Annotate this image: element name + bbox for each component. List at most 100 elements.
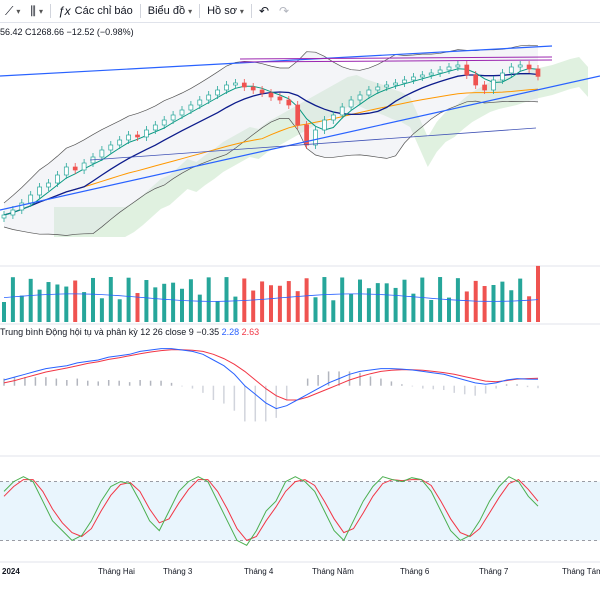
stoch-band bbox=[0, 481, 600, 541]
candle-body bbox=[384, 84, 390, 88]
toolbar-divider bbox=[250, 4, 252, 18]
volume-bar bbox=[393, 287, 398, 322]
candle-body bbox=[402, 79, 407, 84]
volume-bar bbox=[322, 277, 327, 322]
volume-bar bbox=[135, 293, 140, 322]
volume-bar bbox=[464, 291, 469, 322]
volume-bar bbox=[358, 279, 362, 322]
volume-bar bbox=[340, 277, 345, 322]
volume-bar bbox=[144, 280, 149, 322]
volume-bar bbox=[162, 283, 167, 322]
volume-bar bbox=[91, 277, 95, 322]
profile-menu-button[interactable]: Hồ sơ ▾ bbox=[202, 0, 249, 22]
macd-legend: Trung bình Động hội tụ và phân kỳ 12 26 … bbox=[0, 327, 259, 337]
candle-body bbox=[46, 182, 51, 188]
lower-trendline bbox=[0, 75, 600, 211]
volume-bar bbox=[536, 265, 540, 322]
undo-button[interactable]: ↶ bbox=[254, 0, 274, 22]
toolbar: ⟋ ▾ ⫼ ▾ ƒx Các chỉ báo Biểu đồ ▾ Hồ sơ ▾… bbox=[0, 0, 600, 23]
volume-bar bbox=[251, 290, 256, 322]
candle-body bbox=[526, 64, 532, 70]
bollinger-lower bbox=[3, 100, 539, 236]
x-tick-label: Tháng 4 bbox=[244, 567, 274, 576]
volume-bar bbox=[10, 277, 15, 322]
chevron-down-icon: ▾ bbox=[16, 6, 21, 16]
candle-body bbox=[63, 166, 69, 176]
candle-body bbox=[437, 69, 443, 74]
volume-bar bbox=[99, 298, 104, 322]
candle-body bbox=[72, 166, 78, 171]
upper-trendline bbox=[0, 45, 553, 77]
candle-body bbox=[259, 89, 265, 94]
ichimoku-cloud bbox=[54, 57, 588, 237]
volume-average bbox=[3, 293, 539, 302]
candle-body bbox=[322, 119, 327, 131]
candle-body bbox=[375, 86, 381, 91]
candle-body bbox=[455, 64, 461, 68]
chart-type-button[interactable]: ⟋ ▾ bbox=[0, 0, 25, 22]
volume-bar bbox=[171, 282, 176, 322]
volume-bar bbox=[180, 288, 184, 322]
volume-bar bbox=[349, 293, 354, 322]
x-tick-label: 2024 bbox=[2, 567, 20, 576]
x-tick-label: Tháng Hai bbox=[98, 567, 135, 576]
candle-body bbox=[348, 99, 354, 108]
candle-body bbox=[81, 162, 87, 171]
candle-body bbox=[215, 89, 220, 96]
volume-bar bbox=[73, 280, 78, 322]
volume-bar bbox=[411, 293, 416, 322]
volume-bar bbox=[108, 277, 113, 322]
candle-type-button[interactable]: ⫼ ▾ bbox=[25, 0, 48, 22]
volume-bar bbox=[482, 286, 487, 322]
x-tick-label: Tháng 7 bbox=[479, 567, 509, 576]
redo-button[interactable]: ↷ bbox=[274, 0, 294, 22]
candle-body bbox=[55, 174, 60, 184]
macd-signal-value: 2.63 bbox=[241, 327, 260, 337]
volume-bar bbox=[117, 299, 122, 322]
macd-line-value: 2.28 bbox=[221, 327, 240, 337]
volume-bar bbox=[260, 281, 265, 322]
volume-bar bbox=[438, 277, 443, 322]
candle-body bbox=[241, 82, 247, 88]
candle-body bbox=[126, 134, 131, 141]
stoch-k-line bbox=[3, 476, 539, 546]
candle-body bbox=[535, 68, 541, 77]
candle-body bbox=[99, 149, 105, 158]
function-icon: ƒx bbox=[57, 4, 71, 18]
candle-body bbox=[464, 64, 470, 76]
chart-menu-label: Biểu đồ bbox=[147, 5, 186, 17]
indicators-button[interactable]: ƒx Các chỉ báo bbox=[53, 0, 138, 22]
candle-body bbox=[313, 129, 318, 146]
volume-bar bbox=[304, 278, 309, 322]
x-tick-label: Tháng 6 bbox=[400, 567, 430, 576]
candle-body bbox=[10, 209, 16, 216]
chevron-down-icon: ▾ bbox=[239, 6, 244, 16]
candle-body bbox=[37, 186, 42, 196]
volume-bar bbox=[269, 285, 273, 322]
volume-bar bbox=[527, 296, 532, 322]
line-chart-icon: ⟋ bbox=[5, 4, 14, 18]
volume-bar bbox=[491, 284, 496, 322]
chart-menu-button[interactable]: Biểu đồ ▾ bbox=[143, 0, 197, 22]
candle-body bbox=[224, 84, 229, 91]
candle-body bbox=[108, 144, 114, 151]
bollinger-fill bbox=[4, 45, 538, 236]
toolbar-divider bbox=[49, 4, 51, 18]
candle-body bbox=[28, 194, 34, 204]
volume-bar bbox=[233, 296, 238, 322]
undo-icon: ↶ bbox=[258, 4, 269, 18]
volume-bar bbox=[384, 283, 389, 322]
toolbar-divider bbox=[199, 4, 201, 18]
chevron-down-icon: ▾ bbox=[38, 6, 43, 16]
volume-bar bbox=[37, 289, 42, 322]
volume-bar bbox=[366, 288, 371, 322]
candle-body bbox=[339, 106, 345, 116]
volume-bar bbox=[197, 294, 202, 322]
volume-bar bbox=[126, 277, 131, 322]
candle-body bbox=[491, 79, 496, 91]
moving-average-long bbox=[3, 88, 539, 216]
candle-body bbox=[446, 66, 452, 71]
volume-bar bbox=[206, 277, 211, 322]
volume-bar bbox=[82, 292, 87, 322]
